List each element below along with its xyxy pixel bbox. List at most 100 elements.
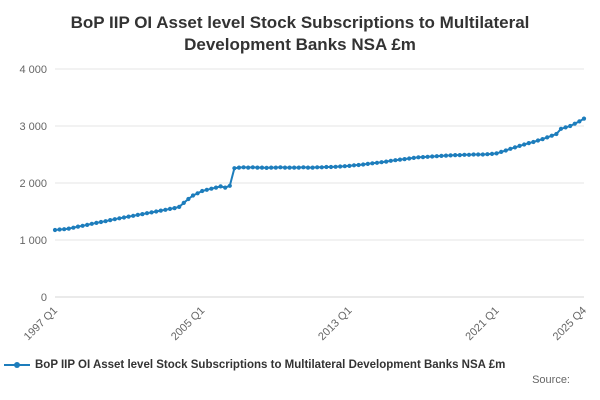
data-point-marker[interactable]	[246, 165, 251, 170]
data-point-marker[interactable]	[264, 165, 269, 170]
data-point-marker[interactable]	[177, 204, 182, 209]
data-point-marker[interactable]	[52, 227, 58, 232]
data-point-marker[interactable]	[296, 165, 301, 170]
data-point-marker[interactable]	[471, 152, 476, 157]
data-point-marker[interactable]	[186, 196, 191, 201]
data-point-marker[interactable]	[204, 187, 209, 192]
data-point-marker[interactable]	[508, 146, 513, 151]
data-point-marker[interactable]	[315, 165, 320, 170]
data-point-marker[interactable]	[172, 205, 177, 211]
data-point-marker[interactable]	[526, 140, 531, 146]
data-point-marker[interactable]	[278, 165, 283, 170]
data-point-marker[interactable]	[347, 163, 352, 168]
legend-item[interactable]: BoP IIP OI Asset level Stock Subscriptio…	[0, 359, 600, 371]
data-point-marker[interactable]	[218, 184, 223, 189]
data-point-marker[interactable]	[200, 188, 205, 193]
data-point-marker[interactable]	[443, 153, 449, 158]
data-point-marker[interactable]	[163, 207, 168, 212]
data-point-marker[interactable]	[195, 191, 200, 196]
data-point-marker[interactable]	[411, 155, 416, 160]
data-point-marker[interactable]	[425, 154, 430, 159]
data-point-marker[interactable]	[577, 119, 582, 124]
data-point-marker[interactable]	[439, 153, 444, 158]
data-point-marker[interactable]	[402, 156, 407, 162]
data-point-marker[interactable]	[416, 155, 421, 160]
data-point-marker[interactable]	[568, 123, 573, 128]
data-point-marker[interactable]	[457, 152, 462, 158]
data-point-marker[interactable]	[512, 145, 518, 150]
data-point-marker[interactable]	[407, 156, 412, 161]
data-point-marker[interactable]	[476, 152, 481, 157]
data-point-marker[interactable]	[259, 165, 265, 170]
data-point-marker[interactable]	[149, 210, 154, 215]
data-point-marker[interactable]	[448, 153, 453, 158]
data-point-marker[interactable]	[563, 125, 568, 130]
data-point-marker[interactable]	[324, 164, 329, 169]
data-point-marker[interactable]	[154, 209, 159, 214]
data-point-marker[interactable]	[384, 159, 389, 164]
data-point-marker[interactable]	[98, 219, 104, 224]
data-point-marker[interactable]	[453, 152, 458, 158]
data-point-marker[interactable]	[430, 154, 435, 159]
data-point-marker[interactable]	[494, 151, 499, 156]
data-point-marker[interactable]	[94, 220, 99, 225]
data-point-marker[interactable]	[503, 148, 508, 153]
data-point-marker[interactable]	[397, 157, 403, 162]
data-point-marker[interactable]	[351, 163, 357, 168]
data-point-marker[interactable]	[89, 221, 94, 226]
data-point-marker[interactable]	[420, 154, 426, 160]
data-point-marker[interactable]	[374, 160, 380, 165]
data-point-marker[interactable]	[121, 215, 127, 220]
data-point-marker[interactable]	[103, 218, 108, 224]
data-point-marker[interactable]	[140, 211, 145, 217]
data-point-marker[interactable]	[365, 161, 370, 166]
data-point-marker[interactable]	[361, 162, 366, 167]
data-point-marker[interactable]	[319, 165, 324, 170]
data-point-marker[interactable]	[328, 164, 334, 169]
data-point-marker[interactable]	[342, 163, 347, 169]
data-point-marker[interactable]	[71, 225, 76, 230]
data-point-marker[interactable]	[66, 226, 71, 231]
data-point-marker[interactable]	[333, 164, 338, 169]
data-point-marker[interactable]	[540, 136, 545, 142]
data-point-marker[interactable]	[273, 165, 278, 170]
data-point-marker[interactable]	[292, 165, 297, 170]
data-point-marker[interactable]	[57, 227, 62, 232]
data-point-marker[interactable]	[485, 151, 490, 157]
data-point-marker[interactable]	[241, 165, 246, 170]
data-point-marker[interactable]	[489, 151, 495, 156]
data-point-marker[interactable]	[517, 143, 522, 148]
data-point-marker[interactable]	[190, 193, 196, 198]
data-point-marker[interactable]	[572, 121, 577, 126]
data-point-marker[interactable]	[581, 116, 587, 121]
data-point-marker[interactable]	[388, 158, 393, 163]
data-point-marker[interactable]	[338, 164, 343, 169]
data-point-marker[interactable]	[356, 162, 361, 167]
data-point-marker[interactable]	[209, 186, 214, 191]
data-point-marker[interactable]	[117, 216, 122, 221]
data-point-marker[interactable]	[466, 152, 472, 157]
data-point-marker[interactable]	[554, 131, 559, 136]
data-point-marker[interactable]	[558, 126, 564, 131]
data-point-marker[interactable]	[310, 165, 315, 170]
data-point-marker[interactable]	[434, 153, 439, 159]
data-point-marker[interactable]	[135, 212, 140, 217]
data-point-marker[interactable]	[301, 165, 306, 170]
data-point-marker[interactable]	[144, 210, 150, 216]
data-point-marker[interactable]	[112, 216, 117, 222]
data-point-marker[interactable]	[393, 157, 398, 163]
data-point-marker[interactable]	[85, 222, 90, 227]
data-point-marker[interactable]	[167, 206, 173, 211]
data-point-marker[interactable]	[282, 165, 288, 170]
data-point-marker[interactable]	[269, 165, 274, 170]
data-point-marker[interactable]	[522, 142, 527, 147]
data-point-marker[interactable]	[250, 165, 255, 170]
data-point-marker[interactable]	[480, 152, 485, 157]
data-point-marker[interactable]	[158, 208, 163, 213]
data-point-marker[interactable]	[108, 217, 113, 223]
data-point-marker[interactable]	[181, 200, 186, 205]
data-point-marker[interactable]	[131, 213, 136, 218]
data-point-marker[interactable]	[255, 165, 260, 170]
data-point-marker[interactable]	[80, 223, 85, 228]
data-point-marker[interactable]	[531, 139, 536, 144]
